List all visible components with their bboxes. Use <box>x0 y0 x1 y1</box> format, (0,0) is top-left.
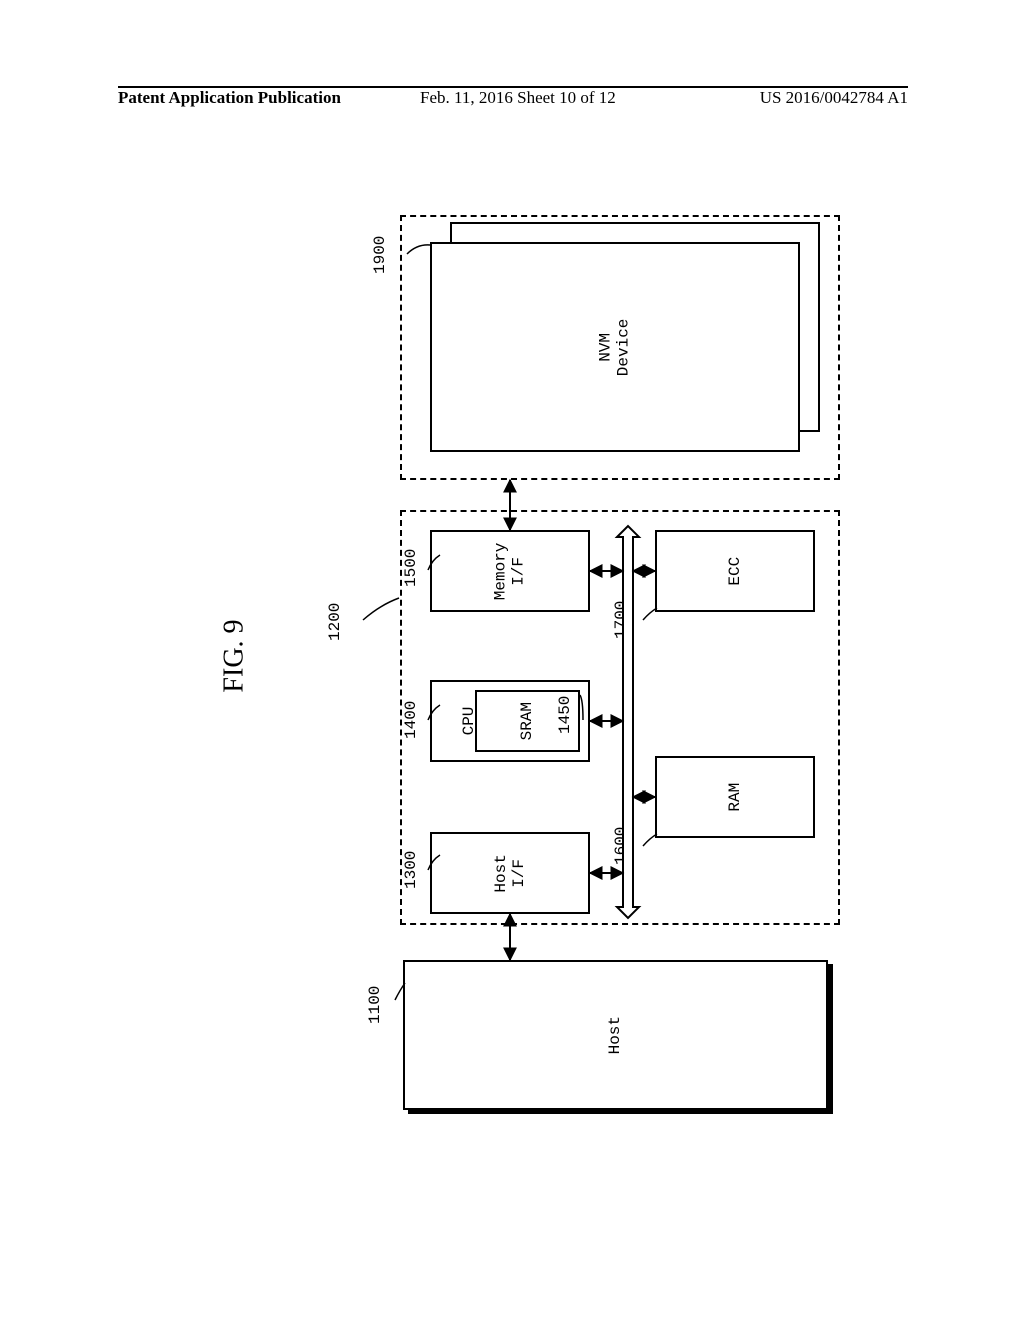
nvm-device-front: NVM Device <box>430 242 800 452</box>
ecc-label: ECC <box>726 557 744 586</box>
host-if-block: Host I/F <box>430 832 590 914</box>
ref-1100: 1100 <box>366 986 384 1024</box>
host-block: Host <box>403 960 828 1110</box>
header-left: Patent Application Publication <box>118 88 341 108</box>
ref-1700: 1700 <box>612 601 630 639</box>
sram-label: SRAM <box>518 702 536 740</box>
nvm-label: NVM Device <box>597 318 634 376</box>
memory-if-block: Memory I/F <box>430 530 590 612</box>
header-mid: Feb. 11, 2016 Sheet 10 of 12 <box>420 88 616 108</box>
host-if-label: Host I/F <box>492 854 529 892</box>
ref-1450: 1450 <box>556 696 574 734</box>
header-right: US 2016/0042784 A1 <box>760 88 908 108</box>
diagram-area: 1000 . . . NVM Device 1900 1200 Memory I… <box>335 200 895 1120</box>
ref-1200: 1200 <box>326 603 344 641</box>
ref-1600: 1600 <box>612 827 630 865</box>
figure-label: FIG. 9 <box>219 619 251 692</box>
ref-1400: 1400 <box>402 701 420 739</box>
host-label: Host <box>606 1016 624 1054</box>
ram-label: RAM <box>726 783 744 812</box>
ref-1900: 1900 <box>371 236 389 274</box>
ecc-block: ECC <box>655 530 815 612</box>
memory-if-label: Memory I/F <box>492 542 529 600</box>
ref-1300: 1300 <box>402 851 420 889</box>
ref-1500: 1500 <box>402 549 420 587</box>
ram-block: RAM <box>655 756 815 838</box>
